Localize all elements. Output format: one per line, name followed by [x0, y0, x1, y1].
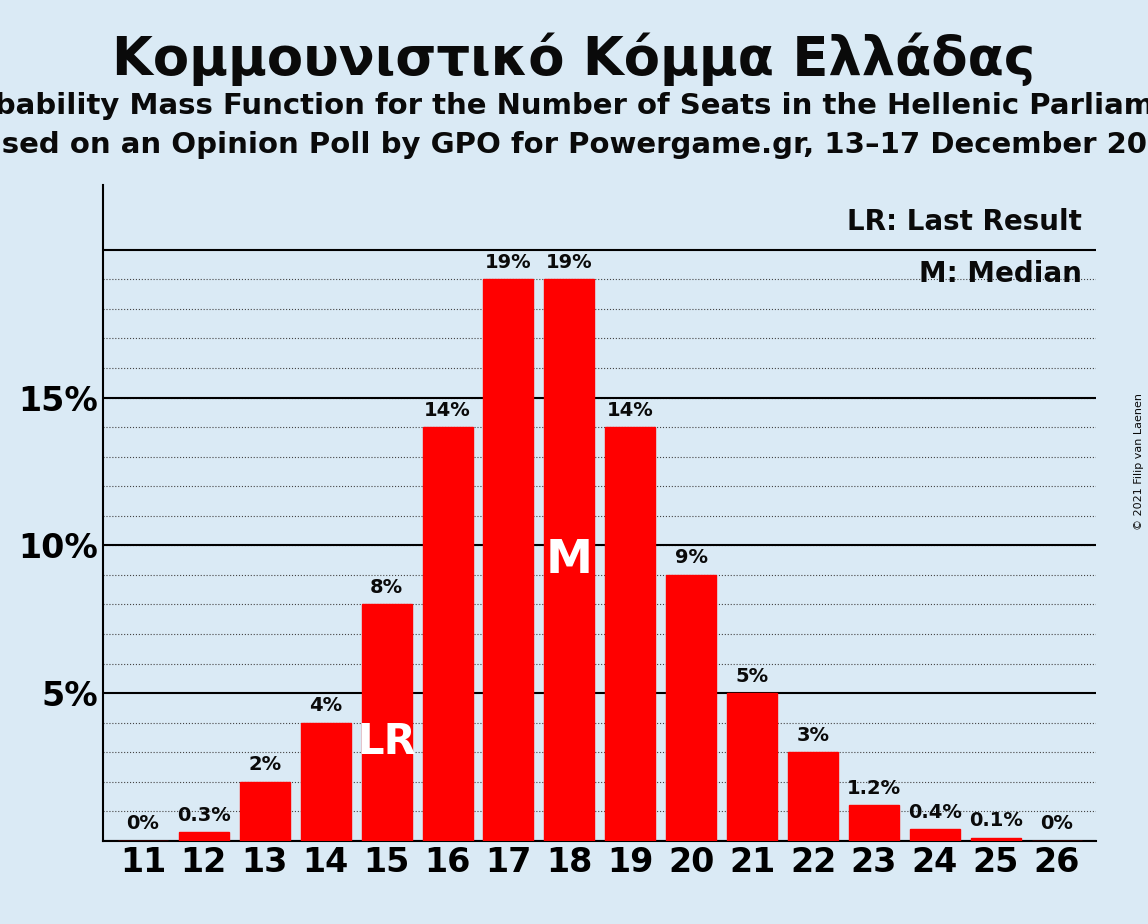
Bar [301, 723, 350, 841]
Text: Based on an Opinion Poll by GPO for Powergame.gr, 13–17 December 2021: Based on an Opinion Poll by GPO for Powe… [0, 131, 1148, 159]
Bar [666, 575, 716, 841]
Text: 0.3%: 0.3% [177, 806, 231, 824]
Text: 5%: 5% [736, 667, 769, 686]
Bar [910, 829, 960, 841]
Text: LR: Last Result: LR: Last Result [846, 208, 1081, 236]
Bar [179, 832, 228, 841]
Text: 2%: 2% [248, 755, 281, 774]
Text: 19%: 19% [486, 253, 532, 272]
Text: Probability Mass Function for the Number of Seats in the Hellenic Parliament: Probability Mass Function for the Number… [0, 92, 1148, 120]
Text: 14%: 14% [424, 401, 471, 419]
Text: 3%: 3% [797, 725, 830, 745]
Text: 19%: 19% [546, 253, 592, 272]
Text: Κομμουνιστικό Κόμμα Ελλάδας: Κομμουνιστικό Κόμμα Ελλάδας [113, 32, 1035, 86]
Bar [850, 806, 899, 841]
Bar [362, 604, 412, 841]
Text: 4%: 4% [309, 697, 342, 715]
Bar [727, 693, 777, 841]
Bar [544, 279, 595, 841]
Text: 0%: 0% [1040, 814, 1073, 833]
Bar [605, 427, 656, 841]
Bar [971, 838, 1021, 841]
Text: M: Median: M: Median [918, 261, 1081, 288]
Text: 1.2%: 1.2% [847, 779, 901, 798]
Text: 0%: 0% [126, 814, 160, 833]
Text: 14%: 14% [607, 401, 653, 419]
Bar [422, 427, 473, 841]
Text: © 2021 Filip van Laenen: © 2021 Filip van Laenen [1134, 394, 1143, 530]
Text: 0.4%: 0.4% [908, 803, 962, 821]
Text: 9%: 9% [675, 549, 707, 567]
Text: 0.1%: 0.1% [969, 811, 1023, 831]
Bar [483, 279, 534, 841]
Bar [240, 782, 289, 841]
Text: LR: LR [357, 721, 416, 762]
Bar [788, 752, 838, 841]
Text: 8%: 8% [370, 578, 403, 597]
Text: M: M [545, 538, 592, 583]
